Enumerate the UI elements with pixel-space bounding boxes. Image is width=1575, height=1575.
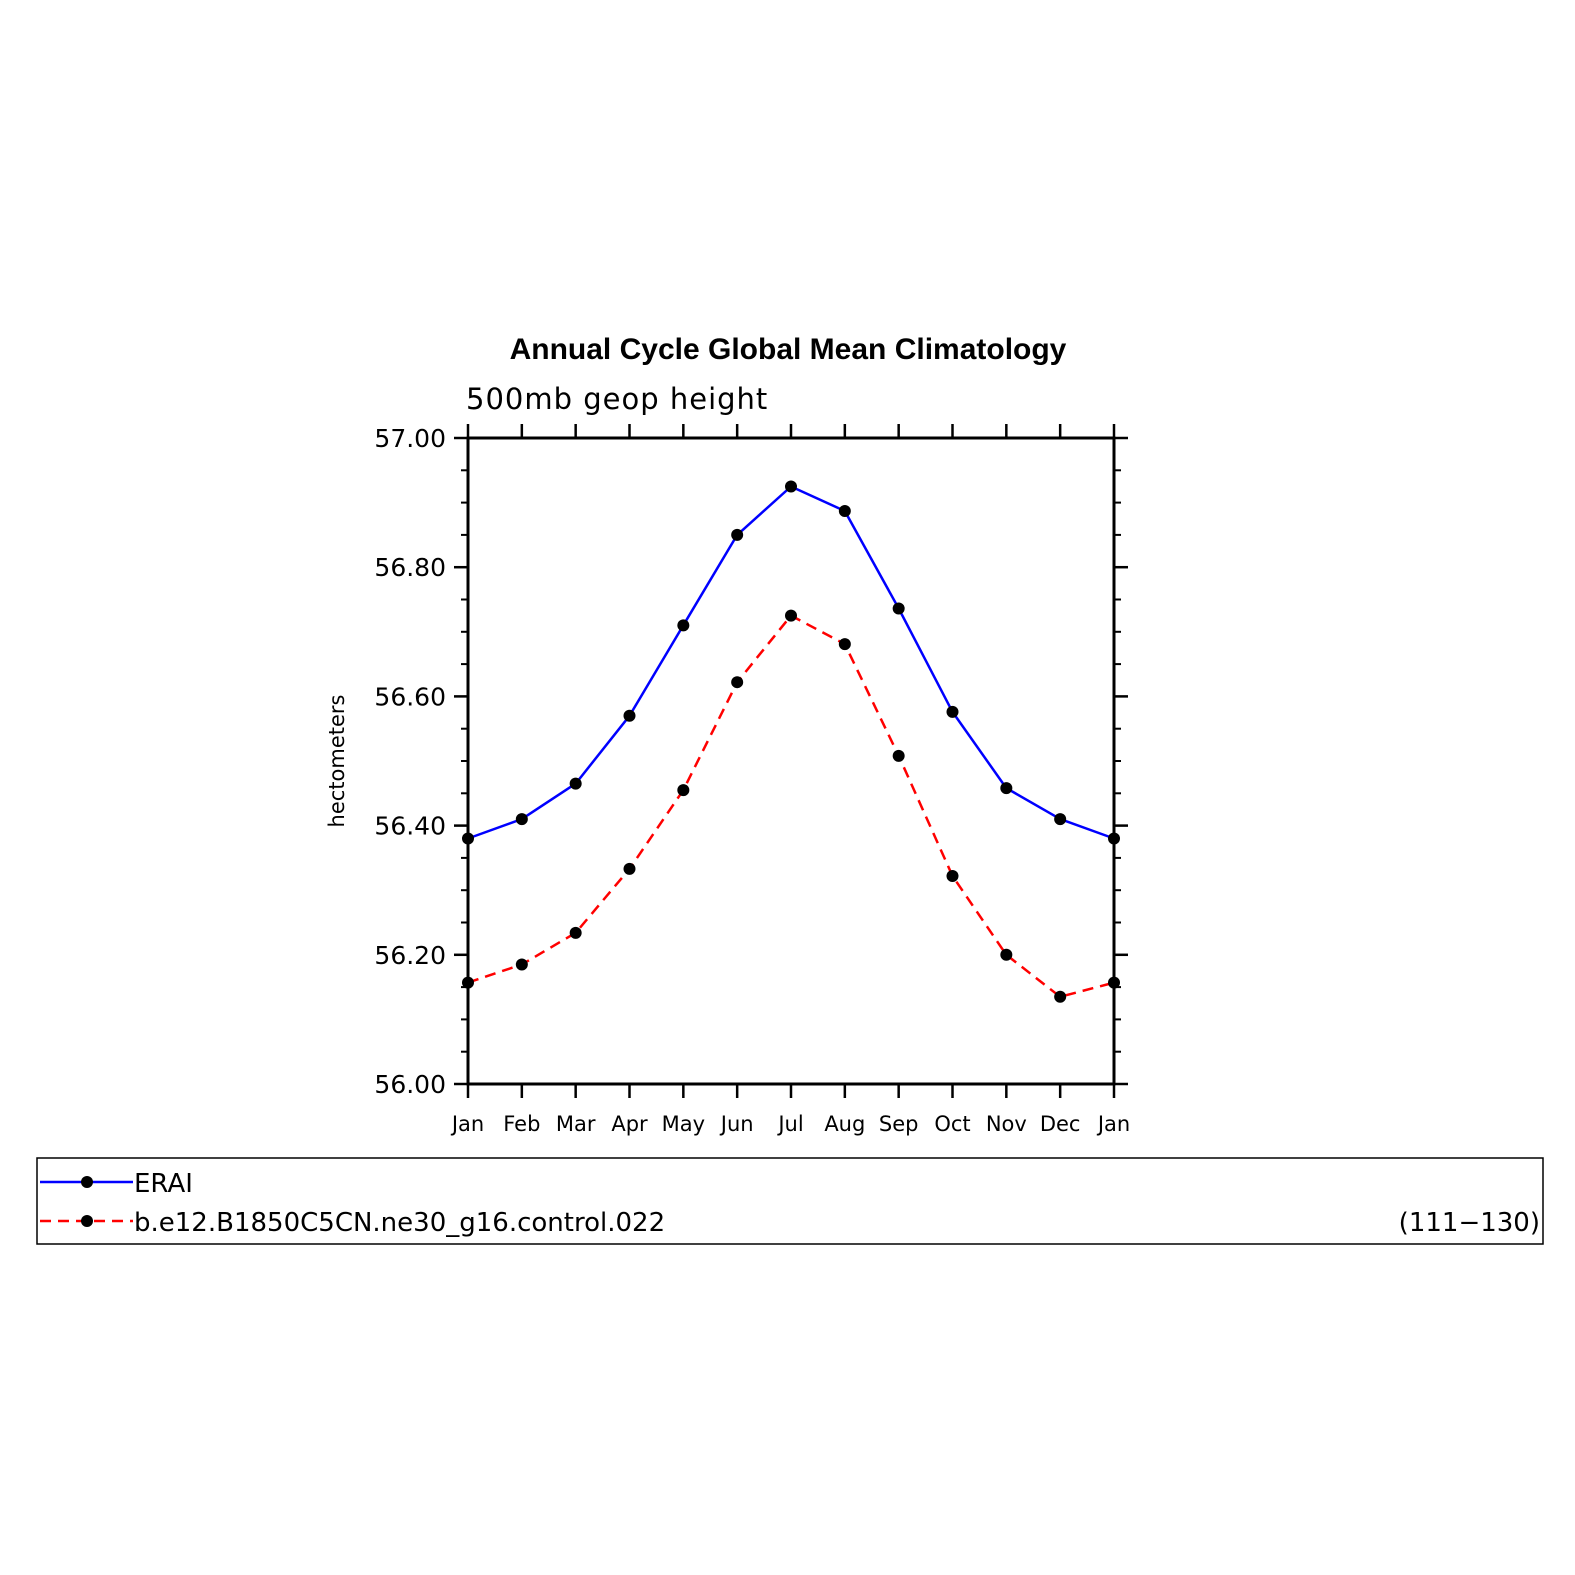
- chart-title: Annual Cycle Global Mean Climatology: [510, 333, 1067, 366]
- legend-marker-model: [81, 1215, 93, 1227]
- series-line-0: [467, 485, 1115, 840]
- data-point-series-1: [623, 862, 636, 875]
- data-point-series-0: [569, 777, 582, 790]
- x-tick-label: Nov: [986, 1112, 1027, 1136]
- y-tick-label: 56.00: [374, 1070, 446, 1099]
- plot-frame: [466, 436, 1116, 1086]
- x-tick-label: May: [662, 1112, 705, 1136]
- data-point-series-1: [569, 926, 582, 939]
- x-tick-labels: Jan Feb Mar Apr May Jun Jul Aug Sep Oct Nov Dec Jan: [450, 1112, 1130, 1136]
- x-tick-label: Jul: [776, 1112, 803, 1136]
- legend-note: (111−130): [1399, 1208, 1540, 1238]
- data-point-series-0: [892, 602, 905, 615]
- data-point-series-0: [1054, 813, 1067, 826]
- data-point-series-1: [677, 784, 690, 797]
- legend-marker-erai: [81, 1176, 93, 1188]
- legend: ERAI b.e12.B1850C5CN.ne30_g16.control.02…: [36, 1157, 1544, 1245]
- data-point-series-1: [946, 869, 959, 882]
- y-tick-label: 56.60: [374, 682, 446, 711]
- data-point-series-1: [1054, 990, 1067, 1003]
- axis-ticks: [454, 424, 1128, 1098]
- x-tick-label: Mar: [556, 1112, 596, 1136]
- data-point-series-1: [731, 676, 744, 689]
- y-tick-label: 56.80: [374, 553, 446, 582]
- data-point-series-0: [677, 619, 690, 632]
- x-tick-label: Apr: [611, 1112, 648, 1136]
- data-point-series-1: [785, 609, 797, 622]
- x-tick-label: Jan: [450, 1112, 484, 1136]
- x-tick-label: Jun: [719, 1112, 754, 1136]
- x-tick-label: Sep: [879, 1112, 919, 1136]
- x-tick-label: Oct: [934, 1112, 970, 1136]
- y-tick-labels: 56.00 56.20 56.40 56.60 56.80 57.00: [374, 424, 446, 1099]
- legend-label-model: b.e12.B1850C5CN.ne30_g16.control.022: [134, 1208, 665, 1238]
- x-tick-label: Jan: [1096, 1112, 1130, 1136]
- data-point-series-0: [1000, 782, 1013, 795]
- data-point-series-1: [515, 958, 528, 971]
- data-point-series-1: [1000, 948, 1013, 961]
- data-point-series-0: [515, 813, 528, 826]
- data-point-series-0: [838, 504, 851, 517]
- data-point-series-0: [785, 480, 797, 493]
- x-tick-label: Feb: [503, 1112, 540, 1136]
- data-point-series-0: [623, 709, 636, 722]
- series-line-1: [467, 614, 1115, 999]
- data-point-series-0: [946, 705, 959, 718]
- x-tick-label: Aug: [824, 1112, 865, 1136]
- data-point-series-1: [892, 749, 905, 762]
- y-tick-label: 56.20: [374, 941, 446, 970]
- y-tick-label: 56.40: [374, 812, 446, 841]
- chart-subtitle: 500mb geop height: [466, 382, 768, 416]
- legend-label-erai: ERAI: [134, 1169, 193, 1199]
- data-point-series-1: [838, 638, 851, 651]
- x-tick-label: Dec: [1040, 1112, 1081, 1136]
- y-tick-label: 57.00: [374, 424, 446, 453]
- data-point-series-0: [731, 528, 744, 541]
- y-axis-label: hectometers: [325, 695, 349, 828]
- series-layer: [462, 480, 1120, 1003]
- legend-box: [36, 1157, 1544, 1245]
